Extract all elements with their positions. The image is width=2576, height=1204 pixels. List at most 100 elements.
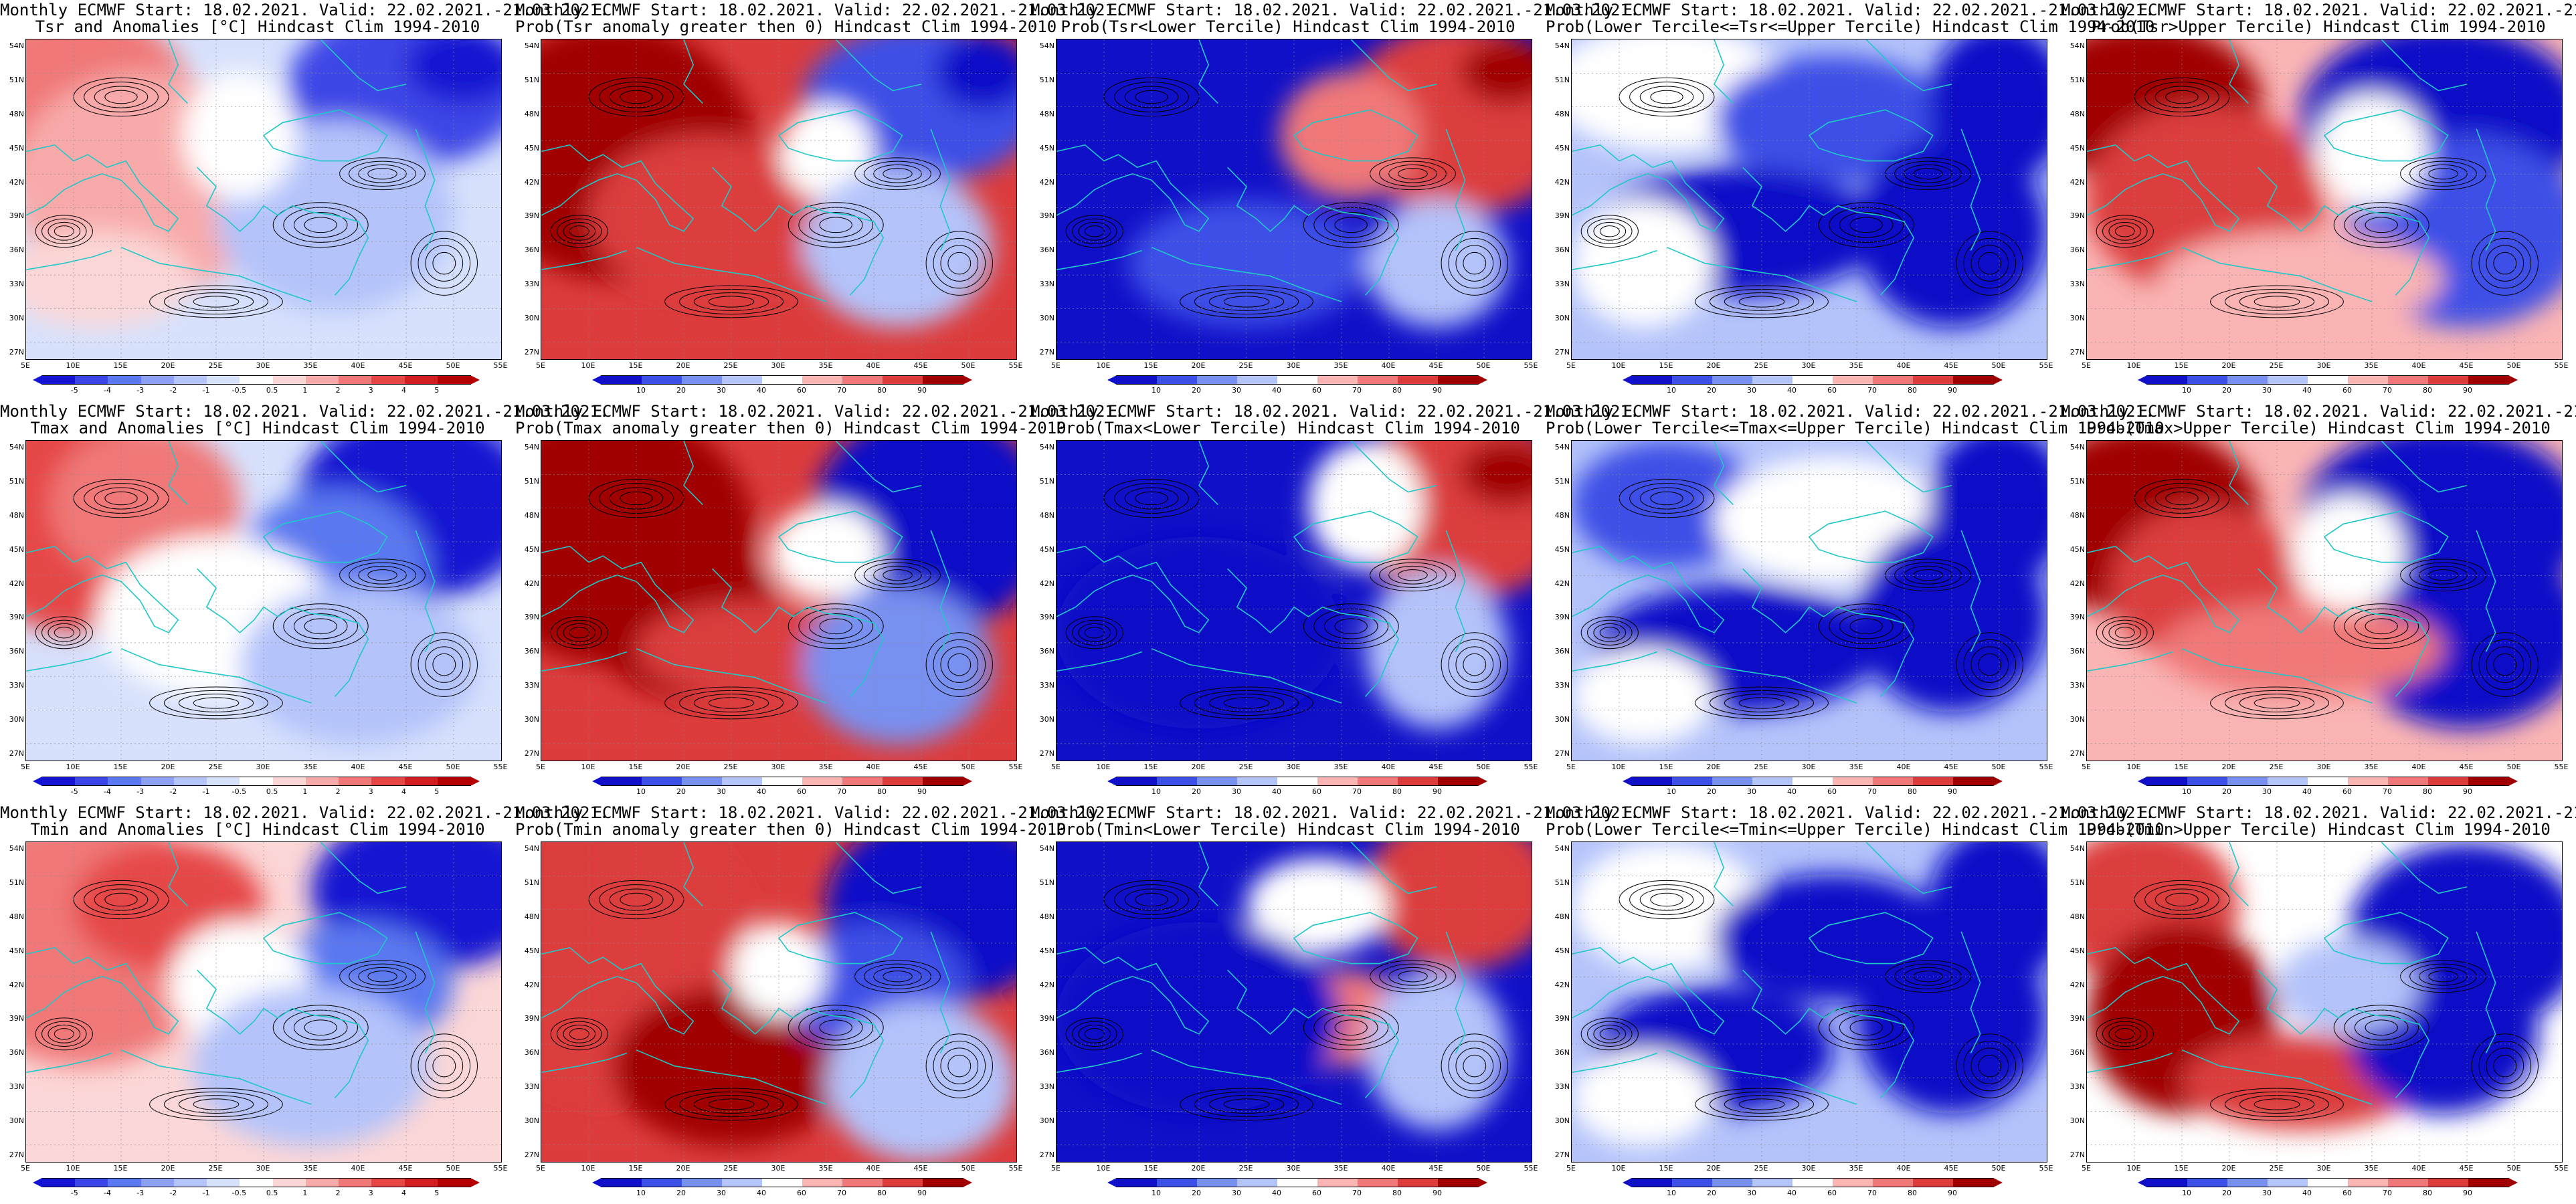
contour-line [1313, 1009, 1389, 1045]
colorbar-tick-label: 30 [2262, 787, 2272, 796]
field-blob [240, 585, 478, 745]
colorbar-cell [42, 1179, 76, 1187]
lat-label: 42N [9, 579, 24, 588]
contour-line [425, 646, 464, 683]
lat-label: 33N [9, 681, 24, 690]
lon-label: 45E [913, 361, 928, 370]
contour-line [2108, 221, 2142, 241]
lon-label: 25E [1238, 1164, 1253, 1173]
coastline [1350, 842, 1437, 894]
lat-label: 33N [1039, 1082, 1054, 1092]
lon-label: 55E [2039, 361, 2053, 370]
contour-line [1580, 616, 1639, 649]
colorbar-tick-label: 1 [302, 787, 308, 796]
lat-label: 48N [1554, 912, 1570, 921]
colorbar-arrow-left [1623, 777, 1632, 786]
lon-label: 25E [1754, 763, 1768, 771]
contour-line [2253, 296, 2300, 308]
lon-label: 25E [1754, 1164, 1768, 1173]
colorbar-tick-label: 80 [877, 386, 887, 395]
contour-line [2486, 1047, 2524, 1084]
field-blob [779, 103, 874, 199]
panel-title-line1: Monthly ECMWF Start: 18.02.2021. Valid: … [2061, 803, 2576, 822]
lat-label: 54N [9, 844, 24, 853]
field-blob [589, 135, 826, 296]
lat-label: 54N [1554, 844, 1570, 853]
colorbar-tick-label: 70 [837, 787, 846, 796]
colorbar-cell [1358, 777, 1398, 785]
lat-label: 30N [1039, 1116, 1054, 1126]
contour-line [947, 1054, 972, 1078]
coastline [1056, 144, 1210, 232]
colorbar [1623, 375, 2003, 385]
lat-label: 45N [2069, 143, 2085, 153]
colorbar-tick-label: 80 [2423, 787, 2432, 796]
colorbar-tick-label: 70 [837, 1189, 846, 1197]
contour-line [1379, 161, 1447, 187]
contour-line [367, 569, 397, 581]
colorbar-cell [602, 1179, 642, 1187]
contour-line [550, 1017, 608, 1051]
colorbar-cell [1398, 777, 1438, 785]
lon-label: 25E [1754, 361, 1768, 370]
colorbar-arrow-left [1623, 375, 1632, 385]
contour-line [1303, 202, 1399, 248]
contour-line [798, 1009, 874, 1045]
contour-line [2096, 215, 2154, 248]
lat-label: 36N [2069, 1048, 2085, 1058]
field-shading [541, 39, 1016, 328]
coastline [1445, 128, 1466, 251]
contour-line [272, 603, 369, 649]
map-panel: Monthly ECMWF Start: 18.02.2021. Valid: … [1546, 401, 2165, 803]
lat-label: 54N [524, 443, 539, 452]
map-panel: Monthly ECMWF Start: 18.02.2021. Valid: … [0, 0, 609, 401]
contour-line [2365, 217, 2398, 233]
contour-line [1379, 562, 1447, 588]
lat-label: 30N [9, 715, 24, 724]
contour-line [193, 296, 240, 308]
colorbar-arrow-left [33, 777, 42, 786]
lon-label: 55E [1524, 763, 1538, 771]
colorbar-cell [923, 777, 963, 785]
colorbar-tick-label: 20 [676, 1189, 686, 1197]
contour-line [1963, 237, 2017, 289]
contour-line [410, 1033, 478, 1098]
colorbar-cell [2187, 777, 2227, 785]
colorbar [2138, 1178, 2518, 1187]
lon-label: 30E [256, 361, 270, 370]
contour-line [1303, 1005, 1399, 1051]
map-panel: Monthly ECMWF Start: 18.02.2021. Valid: … [1546, 0, 2154, 401]
colorbar-tick-label: 20 [2222, 1189, 2231, 1197]
lat-label: 54N [1554, 443, 1570, 452]
colorbar-cell [802, 1179, 842, 1187]
colorbar-cell [1197, 1179, 1237, 1187]
contour-line [1593, 623, 1627, 642]
coastline [1198, 39, 1218, 104]
lat-label: 33N [1039, 280, 1054, 289]
lon-label: 55E [2554, 763, 2569, 771]
colorbar-tick-label: 70 [1352, 787, 1362, 796]
lat-label: 39N [9, 211, 24, 221]
colorbar-tick-label: 3 [368, 787, 373, 796]
colorbar-cell [1833, 777, 1873, 785]
colorbar-arrow-left [33, 375, 42, 385]
lat-label: 33N [9, 1082, 24, 1092]
colorbar-tick-label: 90 [2463, 386, 2472, 395]
lon-label: 20E [161, 763, 175, 771]
contour-line [41, 619, 87, 645]
colorbar-cell [2147, 1179, 2187, 1187]
colorbar-tick-label: 0.5 [266, 787, 278, 796]
colorbar-cell [437, 1179, 471, 1187]
lon-label: 45E [2459, 1164, 2474, 1173]
colorbar-cell [1398, 1179, 1438, 1187]
panel-title-line2: Prob(Tsr anomaly greater then 0) Hindcas… [515, 17, 1057, 36]
colorbar-cell [642, 1179, 682, 1187]
panel-title-line1: Monthly ECMWF Start: 18.02.2021. Valid: … [2061, 1, 2576, 19]
lon-label: 15E [1659, 361, 1673, 370]
lon-label: 30E [256, 763, 270, 771]
colorbar-tick-label: 60 [2342, 1189, 2352, 1197]
lat-label: 48N [2069, 109, 2085, 118]
contour-line [1223, 697, 1270, 709]
colorbar-cell [842, 1179, 883, 1187]
contour-line [854, 960, 941, 993]
